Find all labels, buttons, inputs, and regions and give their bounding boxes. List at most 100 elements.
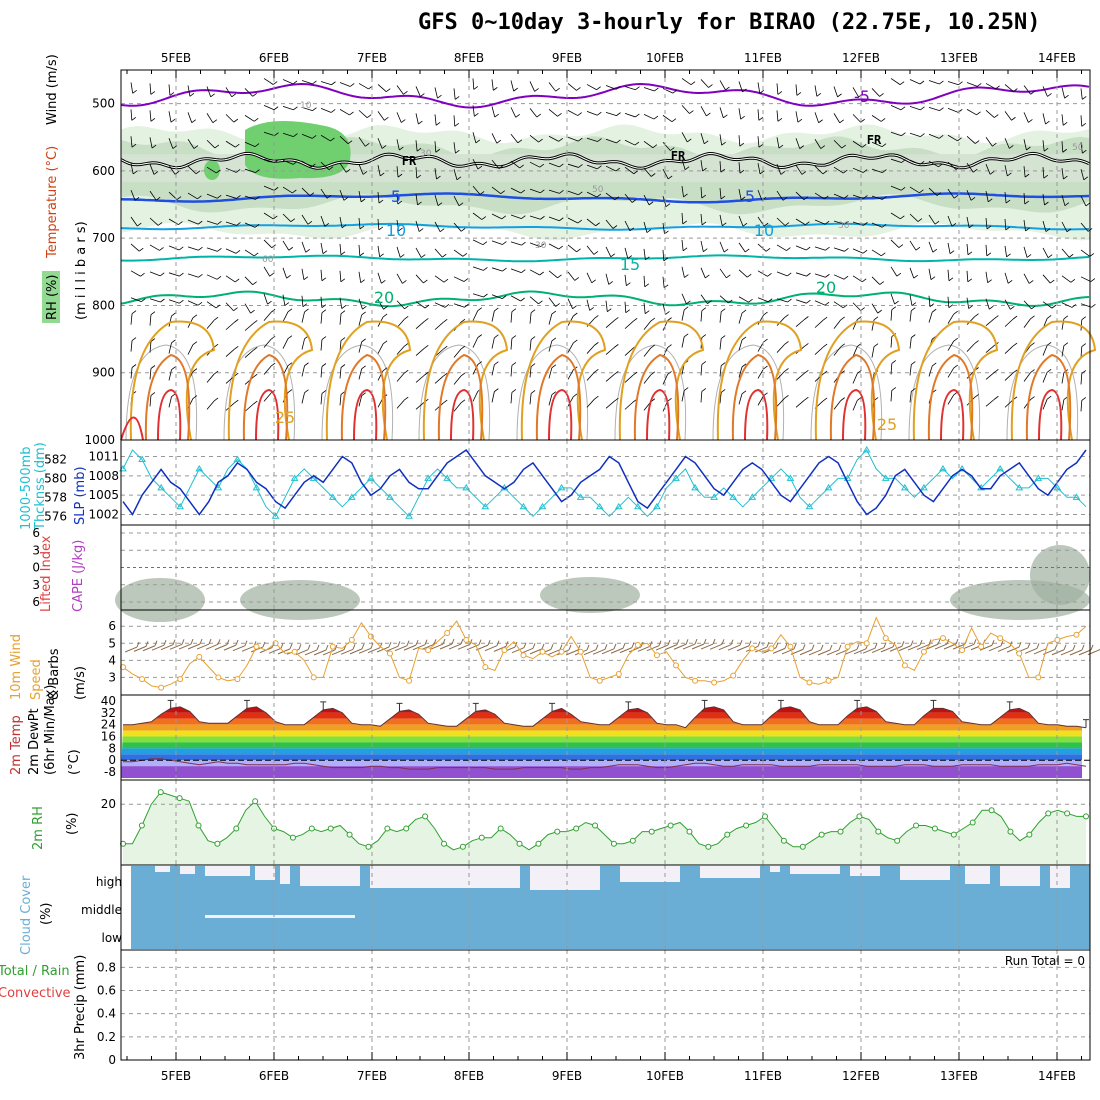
wind-barb — [477, 165, 483, 170]
wind-barb — [968, 305, 973, 309]
wind-barb — [597, 165, 602, 170]
wind-barb — [1024, 173, 1030, 178]
wind10m-barb — [739, 639, 743, 646]
wind-barb — [567, 83, 577, 91]
wind-barb — [882, 196, 887, 200]
wind-barb — [197, 195, 202, 200]
thickness-series-marker — [939, 464, 947, 472]
cloud-unit-label: (%) — [39, 903, 54, 926]
wind-barb — [624, 347, 634, 356]
cloud-gap — [900, 866, 950, 880]
wind-barb — [555, 303, 560, 307]
freezing-label: FR — [402, 154, 417, 168]
wind-barb — [382, 367, 388, 372]
precip-convective-label: Convective — [0, 986, 71, 1001]
thickness-series-marker — [252, 483, 261, 491]
wind10m-barb — [583, 649, 597, 656]
wind-barb — [928, 312, 933, 323]
wind-barb — [491, 186, 502, 195]
wind-barb — [985, 345, 995, 353]
wind10m-barb — [430, 643, 444, 650]
wind10m-barb — [952, 643, 966, 650]
thickness-tick-label: 578 — [44, 490, 67, 504]
wind-barb — [197, 301, 203, 306]
wind-barb — [548, 162, 560, 168]
wind-barb — [1061, 275, 1072, 283]
wind10m-barb — [883, 642, 887, 648]
wind-barb — [358, 298, 363, 310]
wind-barb — [624, 166, 635, 175]
slp-tick-label: 1011 — [88, 449, 119, 463]
wind-barb — [292, 161, 298, 165]
freezing-label: FR — [867, 133, 882, 147]
wind-barb — [496, 139, 502, 144]
wind-barb — [1030, 90, 1035, 95]
wind-barb — [586, 191, 598, 198]
wind-barb — [234, 319, 239, 323]
wind-barb — [340, 278, 346, 283]
wind-barb — [339, 109, 350, 116]
wind10m-barb — [178, 643, 192, 650]
wind-barb — [632, 317, 638, 322]
wind-barb — [187, 344, 194, 355]
wind-barb — [309, 192, 315, 197]
wind-barb — [763, 338, 768, 343]
wind-barb — [911, 388, 916, 392]
rh-contour-low — [418, 344, 491, 441]
wind-barb — [472, 337, 479, 348]
wind-barb — [396, 166, 399, 178]
wind10m-speed-series-marker — [768, 645, 775, 652]
thickness-series-marker — [347, 493, 356, 500]
wind-barb — [358, 395, 363, 407]
wind10m-barb — [181, 639, 185, 645]
isotherm-35 — [940, 388, 965, 441]
rh2m-series-marker — [610, 840, 617, 847]
wind-barb — [977, 83, 982, 87]
wind-barb — [985, 318, 995, 326]
wind-barb — [1083, 176, 1089, 181]
isotherm-label: 5 — [745, 187, 755, 206]
wind-barb — [1080, 373, 1083, 385]
wind10m-barb — [313, 649, 327, 656]
wind-barb — [434, 275, 445, 283]
wind-barb — [206, 301, 217, 309]
wind-barb — [396, 399, 405, 409]
wind-barb — [728, 299, 733, 304]
wind-barb — [149, 137, 153, 149]
wind-barb — [665, 311, 670, 315]
wind-barb — [890, 293, 896, 305]
wind-barb — [804, 316, 809, 320]
rh2m-unit-label: (%) — [65, 813, 80, 836]
wind-barb — [498, 165, 504, 169]
wind-barb — [141, 298, 146, 302]
wind-barb — [359, 225, 365, 230]
wind10m-barb — [226, 639, 230, 645]
wind-barb — [149, 217, 159, 226]
wind-barb — [614, 370, 619, 375]
wind-barb — [301, 80, 313, 85]
wind-barb — [597, 138, 602, 142]
isotherm-label: 25 — [275, 408, 295, 427]
wind-barb — [871, 303, 879, 314]
wind-barb — [645, 256, 650, 261]
wind-barb — [320, 107, 332, 113]
wind-barb — [947, 215, 953, 227]
wind-barb — [891, 387, 897, 391]
rh2m-series-marker — [497, 825, 504, 832]
wind-barb — [1082, 96, 1087, 100]
wind-barb — [936, 192, 942, 196]
wind-barb — [178, 246, 184, 251]
wind-barb — [244, 88, 253, 97]
wind-barb — [746, 273, 752, 278]
wind-barb — [149, 341, 152, 353]
wind-barb — [320, 312, 323, 324]
wind-barb — [225, 275, 236, 283]
wind-barb — [1082, 149, 1087, 154]
cloud-level-label: low — [102, 931, 123, 945]
wind-barb — [130, 136, 133, 148]
rh2m-series-marker — [913, 822, 920, 829]
wind-barb — [379, 253, 384, 258]
wind-barb — [701, 361, 707, 365]
wind-barb — [1023, 300, 1032, 310]
wind10m-barb — [874, 643, 878, 649]
